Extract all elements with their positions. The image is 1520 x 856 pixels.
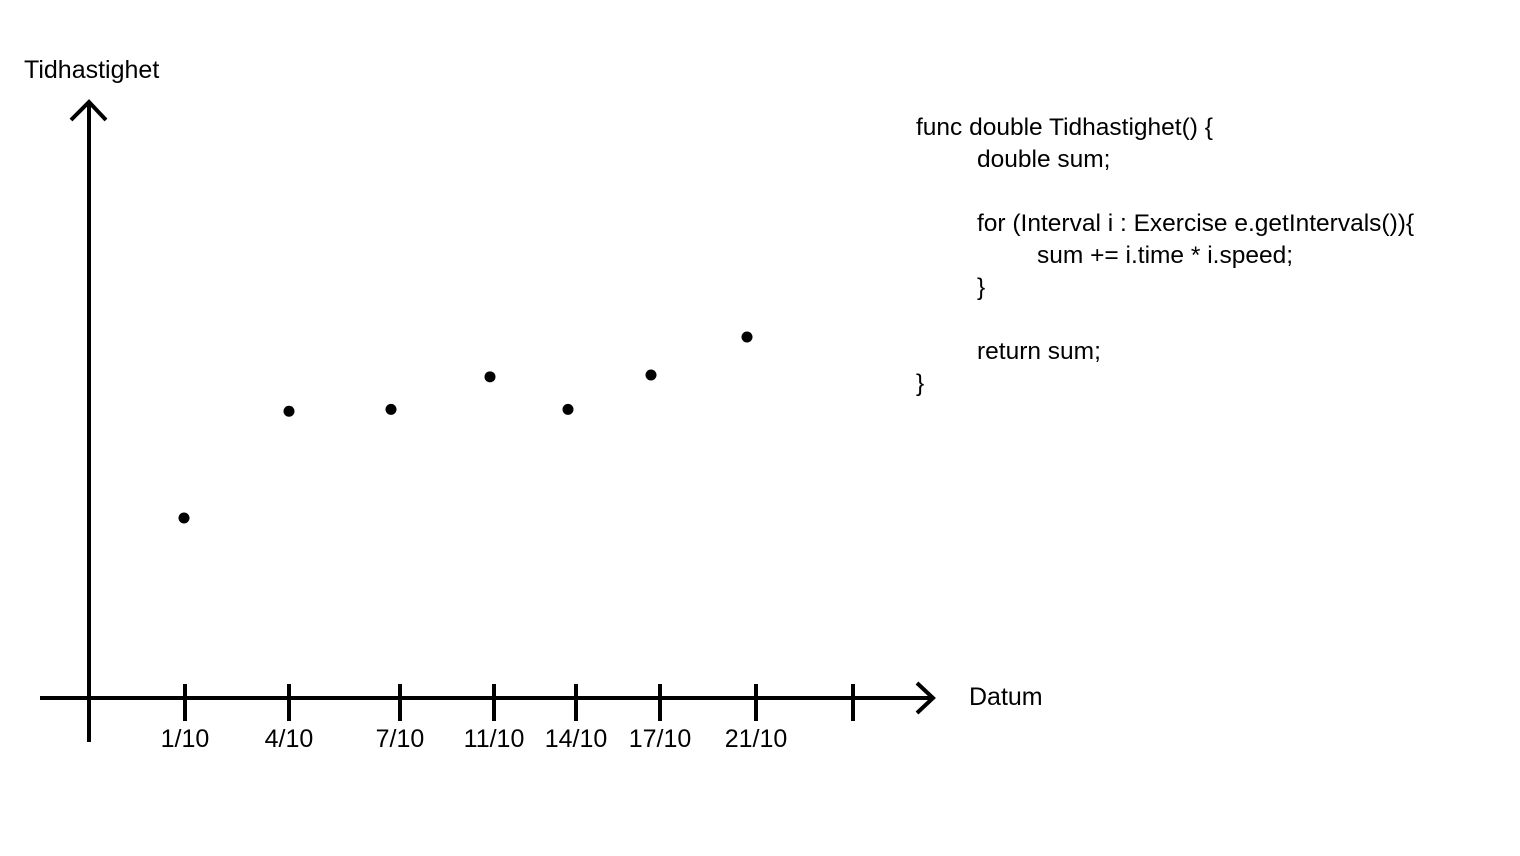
x-tick-label: 14/10 — [545, 725, 608, 753]
x-tick-label: 1/10 — [161, 725, 210, 753]
code-line — [916, 304, 1414, 336]
code-line: } — [916, 370, 925, 397]
data-point — [741, 331, 753, 343]
data-point — [283, 405, 295, 417]
y-axis-arrowhead — [69, 99, 108, 122]
code-line — [916, 176, 1414, 208]
code-line: } — [977, 274, 986, 301]
x-tick-label: 7/10 — [376, 725, 425, 753]
y-axis-label: Tidhastighet — [24, 56, 159, 84]
data-points — [178, 331, 753, 524]
data-point — [645, 369, 657, 381]
code-line: double sum; — [977, 146, 1111, 173]
x-axis-label: Datum — [969, 683, 1043, 711]
code-snippet: func double Tidhastighet() { double sum; f… — [916, 112, 1414, 400]
code-line: for (Interval i : Exercise e.getInterval… — [977, 210, 1415, 237]
x-tick-label: 21/10 — [725, 725, 788, 753]
data-point — [562, 403, 574, 415]
x-tick-label: 11/10 — [464, 725, 525, 753]
x-axis-arrowhead — [915, 681, 936, 715]
data-point — [484, 371, 496, 383]
x-tick-label: 17/10 — [629, 725, 692, 753]
data-point — [385, 403, 397, 415]
x-ticks: 1/10 4/10 7/10 11/10 14/10 17/10 21/10 — [161, 684, 855, 753]
code-line: return sum; — [977, 338, 1101, 365]
code-line: sum += i.time * i.speed; — [1037, 242, 1294, 269]
code-line: func double Tidhastighet() { — [916, 114, 1213, 141]
x-tick-label: 4/10 — [265, 725, 314, 753]
data-point — [178, 512, 190, 524]
